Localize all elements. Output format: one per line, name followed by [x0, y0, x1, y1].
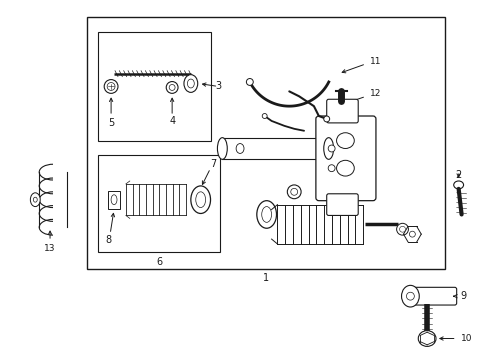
Ellipse shape	[408, 231, 414, 237]
Ellipse shape	[111, 195, 117, 204]
Ellipse shape	[290, 188, 297, 195]
Ellipse shape	[287, 185, 301, 199]
Ellipse shape	[169, 85, 175, 90]
Ellipse shape	[236, 144, 244, 153]
Text: 6: 6	[156, 257, 162, 267]
Text: 9: 9	[460, 291, 466, 301]
Bar	[98, 156, 220, 252]
Ellipse shape	[33, 197, 37, 202]
Ellipse shape	[187, 79, 194, 88]
Ellipse shape	[104, 80, 118, 93]
FancyBboxPatch shape	[326, 99, 358, 123]
Ellipse shape	[327, 145, 334, 152]
Text: 8: 8	[105, 235, 111, 245]
Ellipse shape	[166, 82, 178, 93]
Ellipse shape	[256, 201, 276, 228]
Text: 5: 5	[108, 118, 114, 128]
Text: 10: 10	[460, 334, 471, 343]
Ellipse shape	[261, 207, 271, 222]
Text: 12: 12	[369, 89, 381, 98]
Text: 3: 3	[215, 81, 221, 91]
Ellipse shape	[453, 181, 463, 189]
Ellipse shape	[401, 285, 418, 307]
Ellipse shape	[336, 133, 353, 148]
Bar	[87, 17, 444, 269]
FancyBboxPatch shape	[326, 194, 358, 215]
Bar	[98, 32, 210, 141]
Ellipse shape	[417, 330, 435, 346]
Ellipse shape	[323, 116, 329, 122]
Ellipse shape	[399, 226, 405, 232]
Ellipse shape	[190, 186, 210, 213]
Text: 7: 7	[210, 159, 216, 169]
Text: 4: 4	[169, 116, 175, 126]
Bar	[108, 191, 120, 208]
Ellipse shape	[406, 292, 413, 300]
Ellipse shape	[217, 138, 227, 159]
Ellipse shape	[262, 113, 266, 118]
Ellipse shape	[323, 138, 333, 159]
Text: 1: 1	[262, 274, 268, 283]
Ellipse shape	[183, 75, 197, 93]
FancyBboxPatch shape	[315, 116, 375, 201]
Text: 13: 13	[44, 244, 56, 253]
Text: 2: 2	[455, 170, 461, 180]
Text: 11: 11	[369, 57, 381, 66]
Ellipse shape	[336, 160, 353, 176]
Ellipse shape	[107, 82, 115, 90]
Ellipse shape	[327, 165, 334, 172]
Ellipse shape	[246, 78, 253, 85]
Ellipse shape	[30, 193, 40, 207]
Ellipse shape	[195, 192, 205, 208]
FancyBboxPatch shape	[407, 287, 456, 305]
Ellipse shape	[396, 223, 407, 235]
